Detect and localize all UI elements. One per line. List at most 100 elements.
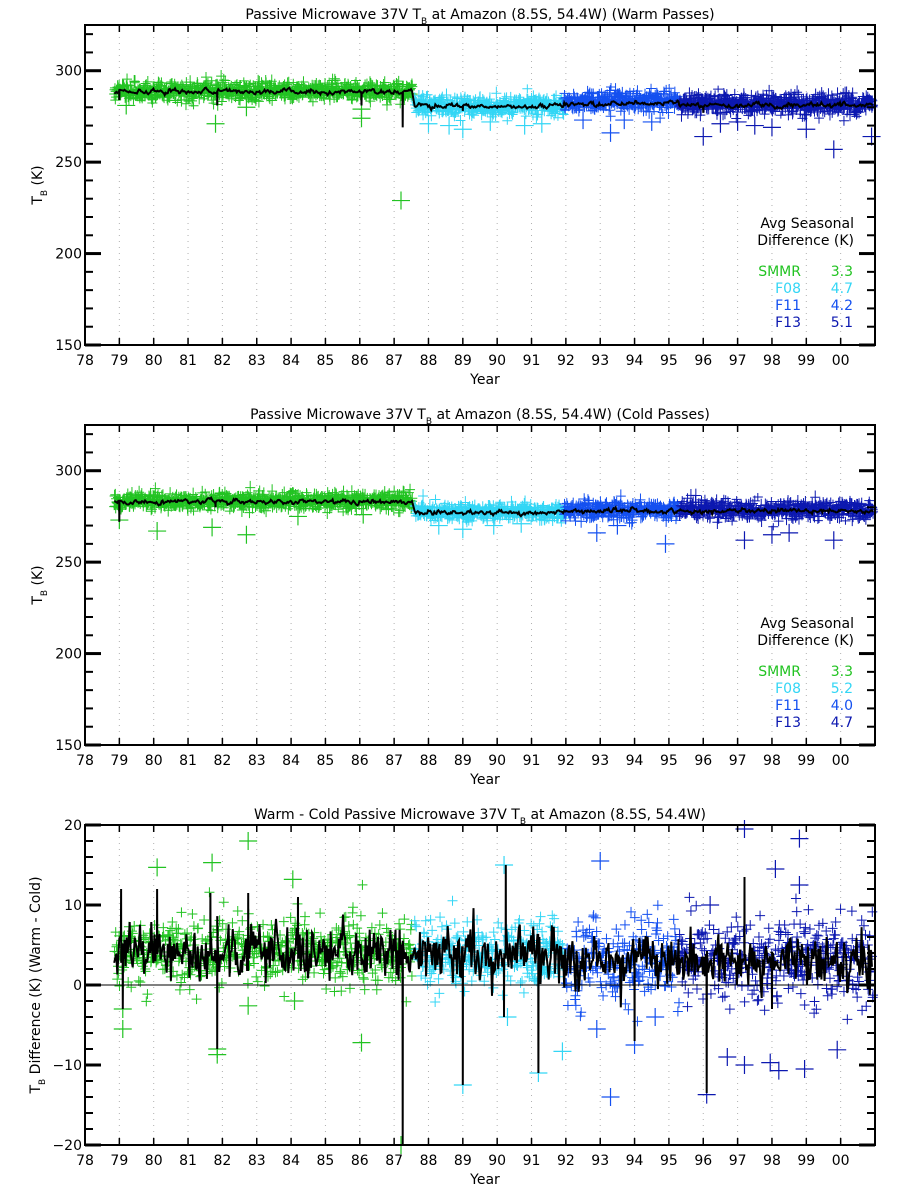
legend-name-f11: F11 [775, 298, 801, 314]
x-tick-label: 81 [179, 753, 197, 769]
outlier-point [239, 996, 258, 1015]
x-tick-label: 90 [488, 353, 506, 369]
data-point [220, 75, 231, 86]
x-tick-label: 89 [454, 753, 472, 769]
legend-value-f13: 5.1 [831, 315, 853, 331]
y-tick-label: 250 [55, 155, 82, 171]
data-point [605, 110, 616, 122]
data-point [199, 914, 210, 925]
x-tick-label: 96 [694, 753, 712, 769]
x-tick-label: 80 [145, 753, 163, 769]
legend-value-f11: 4.0 [831, 698, 853, 714]
data-point [351, 77, 362, 84]
outlier-point [601, 123, 620, 142]
x-tick-label: 98 [763, 753, 781, 769]
y-axis-label: TB (K) [30, 165, 50, 205]
outlier-point [694, 127, 713, 146]
data-point [357, 879, 368, 890]
x-tick-label: 85 [317, 353, 335, 369]
data-point [253, 95, 264, 108]
data-point [184, 984, 195, 995]
x-tick-label: 85 [317, 753, 335, 769]
outlier-point [656, 534, 675, 553]
legend-title-line1: Avg Seasonal [760, 216, 854, 232]
x-tick-label: 90 [488, 753, 506, 769]
data-point [399, 914, 410, 925]
x-tick-label: 86 [351, 753, 369, 769]
legend-value-smmr: 3.3 [831, 664, 853, 680]
data-point [377, 908, 388, 919]
data-point [297, 974, 308, 985]
outlier-point [824, 140, 843, 159]
data-point [216, 97, 227, 106]
data-point [491, 86, 502, 100]
series-f13 [674, 488, 879, 550]
x-tick-label: 84 [282, 353, 300, 369]
data-point [142, 989, 153, 1000]
x-tick-label: 91 [523, 353, 541, 369]
x-tick-label: 99 [797, 353, 815, 369]
x-axis-label: Year [469, 372, 500, 388]
plot-area [109, 70, 881, 210]
x-tick-label: 89 [454, 353, 472, 369]
difference-panel: Warm - Cold Passive Microwave 37V TB at … [28, 807, 879, 1188]
x-tick-label: 95 [660, 353, 678, 369]
y-axis-label: TB Difference (K) (Warm - Cold) [28, 876, 48, 1094]
outlier-point [615, 111, 634, 130]
data-point [508, 108, 519, 118]
plot-area [109, 480, 879, 553]
x-tick-label: 91 [523, 753, 541, 769]
y-tick-label: 150 [55, 338, 82, 354]
outlier-point [285, 992, 304, 1010]
outlier-point [203, 853, 222, 872]
outlier-point [762, 525, 781, 544]
data-point [218, 897, 229, 908]
x-tick-label: 94 [626, 353, 644, 369]
outlier-point [148, 858, 167, 877]
data-point [359, 984, 370, 995]
data-point [193, 923, 204, 934]
outlier-point [440, 116, 459, 135]
data-point [174, 984, 185, 995]
data-point [329, 73, 340, 84]
data-point [112, 974, 123, 985]
x-tick-label: 93 [591, 753, 609, 769]
data-point [176, 907, 187, 918]
data-point [119, 962, 130, 973]
data-point [343, 920, 354, 931]
data-point [272, 966, 283, 977]
panel-title: Passive Microwave 37V TB at Amazon (8.5S… [245, 7, 714, 27]
data-point [242, 978, 253, 989]
data-point [365, 94, 376, 108]
data-point [347, 902, 358, 913]
data-point [278, 916, 289, 927]
data-point [173, 924, 184, 935]
series-f11 [559, 489, 685, 553]
data-point [237, 915, 248, 926]
outlier-point [574, 111, 593, 130]
legend-title-line1: Avg Seasonal [760, 616, 854, 632]
plot-area [109, 820, 879, 1154]
data-point [191, 994, 202, 1005]
outlier-point [237, 525, 256, 544]
x-tick-label: 97 [729, 753, 747, 769]
x-tick-label: 95 [660, 753, 678, 769]
x-tick-label: 99 [797, 753, 815, 769]
data-point [462, 94, 473, 105]
x-tick-label: 87 [385, 753, 403, 769]
data-point [455, 115, 466, 126]
outlier-point [419, 114, 438, 133]
legend-name-f11: F11 [775, 698, 801, 714]
data-point [430, 494, 441, 505]
data-point [259, 981, 270, 992]
series-smmr [109, 832, 418, 1154]
series-f11 [559, 83, 685, 142]
series-f13 [674, 84, 881, 159]
outlier-point [780, 523, 799, 542]
x-tick-label: 88 [420, 753, 438, 769]
data-point [142, 75, 153, 88]
data-point [232, 905, 243, 916]
outlier-point [862, 127, 881, 146]
x-tick-label: 83 [248, 753, 266, 769]
